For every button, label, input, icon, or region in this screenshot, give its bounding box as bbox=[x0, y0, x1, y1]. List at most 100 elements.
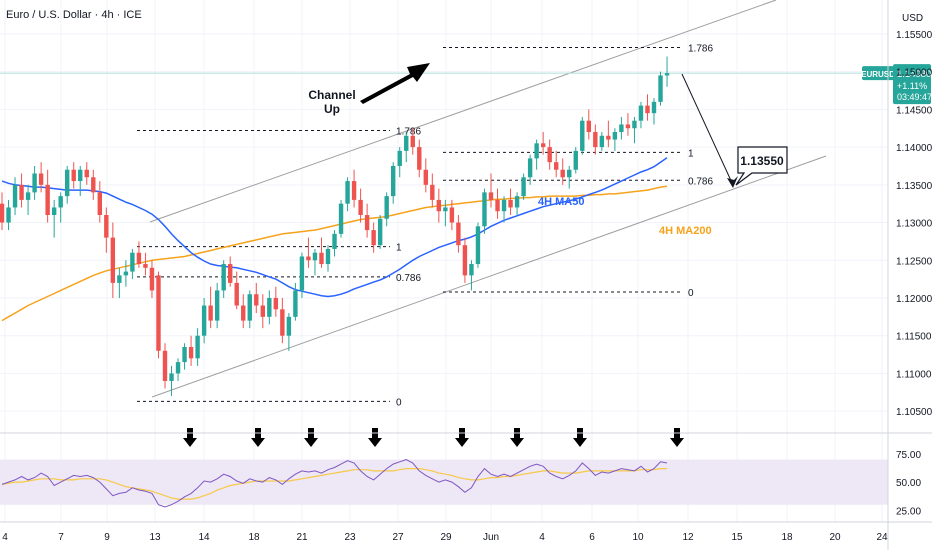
candle bbox=[495, 188, 500, 219]
candle bbox=[351, 169, 357, 208]
candle-body bbox=[404, 135, 409, 151]
candle bbox=[97, 181, 102, 223]
price-tick-label: 1.14500 bbox=[896, 105, 932, 116]
candle bbox=[488, 173, 494, 208]
candle bbox=[619, 116, 624, 140]
candle bbox=[286, 313, 292, 351]
candle-body bbox=[534, 143, 539, 159]
candle bbox=[560, 158, 565, 185]
candle bbox=[214, 282, 220, 329]
candle bbox=[6, 199, 11, 231]
candle-body bbox=[58, 196, 63, 208]
time-tick-label: 21 bbox=[296, 532, 308, 543]
candle bbox=[280, 297, 285, 344]
candle bbox=[462, 237, 468, 283]
candle bbox=[136, 241, 142, 268]
candle-body bbox=[293, 290, 298, 317]
candle bbox=[267, 290, 272, 325]
channel-label-line-2: Up bbox=[324, 102, 340, 116]
price-tick-label: 1.11500 bbox=[896, 332, 932, 343]
fib-level-label: 0 bbox=[396, 397, 402, 408]
candle bbox=[241, 294, 246, 329]
projection-line bbox=[681, 73, 734, 186]
time-tick-label: 6 bbox=[589, 532, 595, 543]
candle bbox=[573, 147, 578, 174]
candle-body bbox=[397, 150, 402, 166]
candle bbox=[567, 165, 572, 189]
time-tick-label: 18 bbox=[248, 532, 260, 543]
ticker-badge-label: EURUSD bbox=[861, 70, 895, 79]
candle-body bbox=[0, 203, 5, 223]
candle bbox=[606, 120, 611, 148]
candle bbox=[469, 260, 474, 291]
candle-body bbox=[475, 226, 481, 265]
candle bbox=[247, 290, 252, 329]
candle bbox=[299, 252, 305, 298]
candle-body bbox=[182, 347, 187, 363]
down-arrow-icon bbox=[183, 428, 197, 447]
candle-body bbox=[325, 248, 331, 265]
ticker-badge bbox=[862, 66, 894, 81]
candle-body bbox=[332, 233, 337, 249]
candle-body bbox=[638, 105, 644, 121]
candle-body bbox=[45, 184, 50, 215]
fib-level-label: 0.786 bbox=[396, 273, 421, 284]
candle-body bbox=[573, 150, 578, 170]
candle-body bbox=[625, 124, 631, 129]
time-tick-label: 4 bbox=[2, 532, 8, 543]
target-callout-label: 1.13550 bbox=[740, 154, 784, 168]
candle bbox=[417, 139, 422, 178]
candle bbox=[273, 286, 279, 317]
candle bbox=[188, 335, 194, 366]
price-tick-label: 1.12500 bbox=[896, 256, 932, 267]
candle bbox=[123, 260, 129, 287]
candle bbox=[410, 128, 415, 155]
candle-body bbox=[175, 362, 181, 374]
candle bbox=[391, 162, 396, 204]
candle bbox=[91, 169, 96, 200]
candle bbox=[554, 150, 559, 178]
ma50-line bbox=[1, 157, 668, 298]
candle bbox=[638, 101, 644, 129]
candle bbox=[201, 297, 207, 344]
candle bbox=[78, 165, 83, 197]
candle-body bbox=[449, 207, 455, 223]
candle-body bbox=[599, 135, 605, 148]
time-tick-label: 18 bbox=[781, 532, 793, 543]
candle-body bbox=[580, 120, 585, 151]
candle-body bbox=[306, 256, 311, 261]
time-tick-label: 4 bbox=[539, 532, 545, 543]
candle-body bbox=[554, 162, 559, 170]
candle-body bbox=[338, 203, 344, 234]
candle-body bbox=[280, 309, 285, 336]
candle bbox=[45, 169, 50, 223]
candle bbox=[358, 188, 363, 223]
candle-body bbox=[136, 252, 142, 265]
candle bbox=[625, 113, 631, 136]
candle-body bbox=[560, 169, 565, 178]
down-arrow-icon bbox=[455, 428, 469, 447]
down-arrow-icon bbox=[368, 428, 382, 447]
candle bbox=[599, 132, 605, 151]
candle bbox=[104, 207, 109, 253]
candle-body bbox=[208, 305, 213, 321]
candle bbox=[25, 184, 31, 215]
candle bbox=[547, 139, 552, 170]
candle-body bbox=[110, 237, 116, 283]
candle bbox=[371, 222, 376, 253]
candle bbox=[540, 132, 546, 155]
candle-body bbox=[123, 271, 129, 276]
candle bbox=[449, 199, 455, 231]
candle bbox=[84, 162, 89, 185]
candle-body bbox=[241, 305, 246, 321]
rsi-tick-label: 75.00 bbox=[896, 450, 921, 461]
candle-body bbox=[586, 120, 591, 133]
candle-body bbox=[651, 101, 657, 114]
time-tick-label: Jun bbox=[483, 532, 499, 543]
annotations: 1.13550 EURUSD 1.14980+1.11%03:49:47 bbox=[360, 63, 932, 188]
candle-body bbox=[273, 297, 279, 310]
channel-up-arrow-icon bbox=[360, 63, 430, 104]
candle-body bbox=[260, 305, 265, 317]
